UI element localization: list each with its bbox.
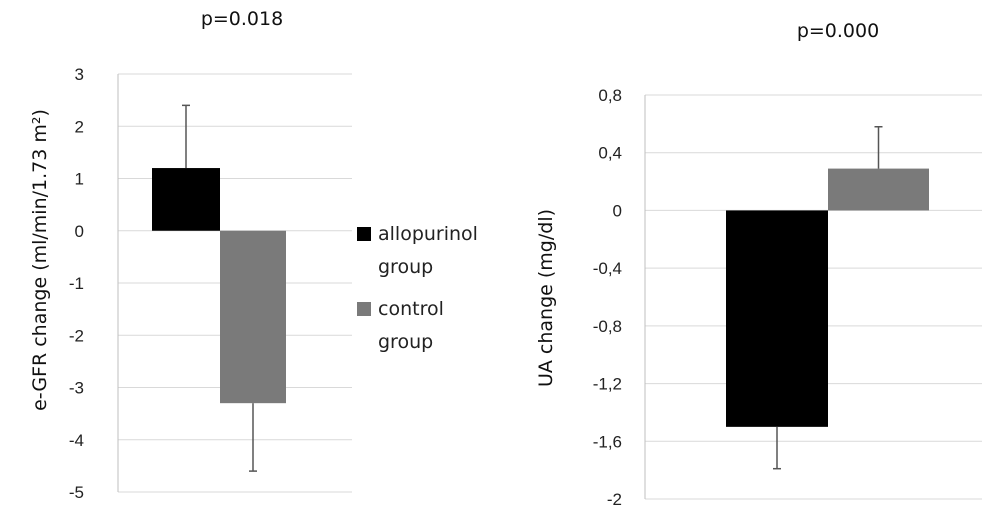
right-y-tick-label: -1,6 — [593, 432, 622, 451]
left-y-tick-label: -5 — [69, 483, 84, 502]
plots-group: 3 2 1 0 -1 -2 -3 -4 -5 0,8 0,4 0 -0,4 -0,8 -1,2 -1,6 -2 — [69, 65, 982, 509]
legend-label-control-line2: group — [378, 331, 433, 353]
left-chart-title: p=0.018 — [201, 8, 283, 30]
right-y-axis-label: UA change (mg/dl) — [535, 209, 557, 387]
right-y-tick-label: -2 — [607, 490, 622, 509]
legend-label-allopurinol: allopurinol — [378, 223, 478, 245]
right-bar-allopurinol — [726, 210, 828, 427]
legend-label-control: control — [378, 298, 444, 320]
left-y-axis-label: e-GFR change (ml/min/1.73 m²) — [29, 109, 51, 411]
left-bar-allopurinol — [152, 168, 220, 231]
left-y-tick-label: -1 — [69, 274, 84, 293]
legend-label-allopurinol-line2: group — [378, 256, 433, 278]
legend: allopurinol group control group — [357, 223, 478, 353]
right-y-tick-label: 0 — [613, 201, 622, 220]
left-y-tick-label: 3 — [75, 65, 84, 84]
left-y-tick-label: 1 — [75, 170, 84, 189]
right-chart-title: p=0.000 — [797, 20, 879, 42]
right-y-tick-label: 0,8 — [598, 86, 622, 105]
right-y-tick-label: 0,4 — [598, 144, 622, 163]
left-y-tick-label: -3 — [69, 379, 84, 398]
left-y-tick-label: 0 — [75, 222, 84, 241]
legend-swatch-control — [357, 302, 371, 316]
left-y-tick-label: -4 — [69, 431, 84, 450]
right-bar-control — [828, 168, 929, 211]
left-y-tick-label: 2 — [75, 117, 84, 136]
right-y-tick-label: -1,2 — [593, 375, 622, 394]
left-bar-control — [220, 230, 286, 404]
left-y-tick-label: -2 — [69, 326, 84, 345]
legend-swatch-allopurinol — [357, 227, 371, 241]
right-y-tick-label: -0,4 — [593, 259, 622, 278]
right-y-tick-label: -0,8 — [593, 317, 622, 336]
